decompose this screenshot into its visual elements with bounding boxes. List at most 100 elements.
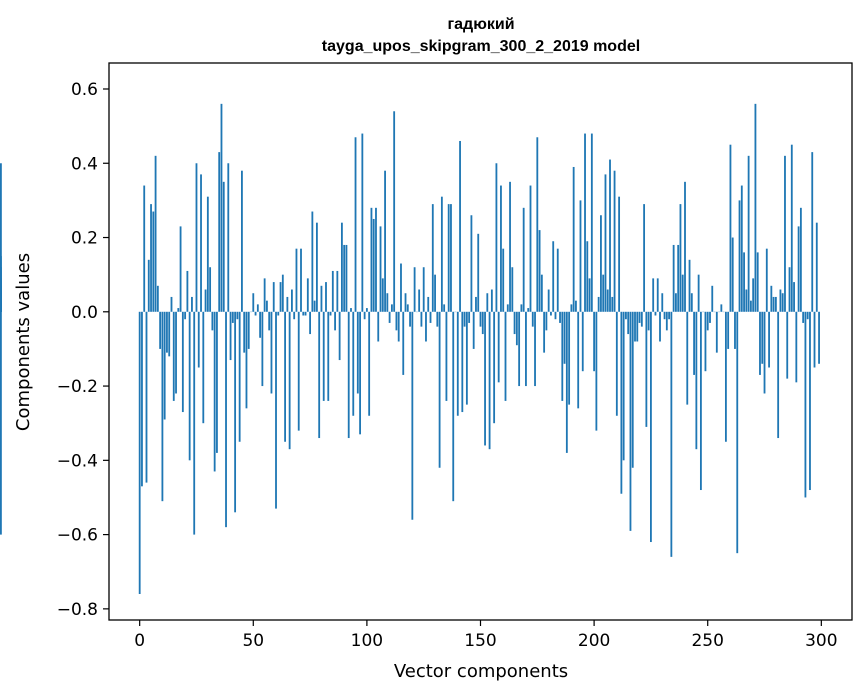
bar-236 <box>675 293 677 312</box>
bar-129 <box>431 204 434 312</box>
chart-title: гадюкий <box>447 16 514 33</box>
bar-38 <box>225 311 227 528</box>
bar-24 <box>193 311 196 535</box>
bar-133 <box>440 196 443 312</box>
bar-271 <box>754 103 757 312</box>
bar-160 <box>502 248 505 312</box>
bar-182 <box>552 241 555 312</box>
bar-178 <box>543 311 546 353</box>
bar-75 <box>309 311 311 335</box>
bar-119 <box>409 311 411 327</box>
bar-103 <box>372 218 375 312</box>
bar-299 <box>818 311 820 364</box>
bar-289 <box>795 311 798 383</box>
bar-undefined <box>0 163 2 312</box>
bar-69 <box>295 248 298 312</box>
bar-104 <box>375 207 377 312</box>
bar-106 <box>379 226 382 312</box>
bar-264 <box>738 200 741 312</box>
bar-22 <box>188 311 191 461</box>
bar-54 <box>261 311 264 387</box>
bar-189 <box>568 311 571 405</box>
bar-173 <box>531 311 534 327</box>
x-tick-label: 150 <box>464 631 496 651</box>
bar-17 <box>177 308 180 312</box>
bar-95 <box>354 137 357 312</box>
bar-70 <box>297 311 300 431</box>
bar-266 <box>743 252 745 312</box>
bar-295 <box>809 311 811 491</box>
bar-196 <box>584 133 586 312</box>
bar-221 <box>640 311 643 327</box>
bar-274 <box>761 311 764 364</box>
bar-23 <box>191 296 193 312</box>
bar-28 <box>202 311 205 424</box>
bar-84 <box>329 311 332 316</box>
bar-202 <box>597 296 600 312</box>
bar-79 <box>318 311 321 439</box>
bar-0 <box>138 311 141 594</box>
bar-138 <box>452 311 455 502</box>
bar-284 <box>784 155 786 312</box>
bar-256 <box>720 304 723 312</box>
bar-217 <box>631 311 634 468</box>
bar-296 <box>811 152 814 312</box>
bar-81 <box>322 311 325 401</box>
bar-269 <box>749 300 752 312</box>
bar-216 <box>629 311 632 531</box>
x-tick-label: 100 <box>351 631 383 651</box>
bar-214 <box>625 311 627 320</box>
bar-128 <box>429 311 432 323</box>
bar-201 <box>595 311 598 431</box>
bar-11 <box>163 311 166 420</box>
bar-162 <box>506 304 509 312</box>
bar-245 <box>695 311 698 450</box>
bar-161 <box>504 311 507 401</box>
bar-62 <box>279 282 282 312</box>
bar-136 <box>447 204 450 312</box>
y-tick-label: −0.8 <box>57 600 98 620</box>
bar-30 <box>206 196 209 312</box>
bar-110 <box>388 311 391 323</box>
bar-144 <box>465 311 468 405</box>
bar-193 <box>577 311 580 409</box>
bar-286 <box>788 267 791 312</box>
bar-215 <box>627 311 630 335</box>
y-axis-label: Components values <box>13 253 34 431</box>
bar-157 <box>495 163 498 312</box>
bar-195 <box>581 311 584 372</box>
bar-220 <box>638 311 641 323</box>
bar-37 <box>222 181 225 312</box>
bar-5 <box>150 204 152 312</box>
bar-218 <box>634 311 636 342</box>
bar-150 <box>479 311 482 327</box>
bar-29 <box>204 289 207 312</box>
bar-65 <box>286 296 289 312</box>
y-tick-label: −0.6 <box>57 526 98 546</box>
bar-225 <box>650 311 652 543</box>
bar-280 <box>774 296 777 312</box>
bar-102 <box>370 207 373 312</box>
bar-113 <box>395 311 398 331</box>
bar-232 <box>665 311 668 331</box>
bar-99 <box>363 311 366 320</box>
bar-91 <box>345 244 348 312</box>
bar-47 <box>245 311 248 409</box>
bar-36 <box>220 103 223 312</box>
bar-101 <box>368 311 371 416</box>
bar-126 <box>425 311 427 342</box>
y-tick-label: −0.2 <box>57 377 98 397</box>
x-tick-label: 300 <box>805 631 837 651</box>
bar-163 <box>509 181 511 312</box>
bar-141 <box>459 140 461 312</box>
bar-290 <box>797 226 800 312</box>
bar-14 <box>170 296 173 312</box>
bar-89 <box>340 222 343 312</box>
bar-100 <box>365 308 368 312</box>
bar-292 <box>802 311 805 323</box>
bar-50 <box>252 293 255 312</box>
bar-124 <box>420 311 423 327</box>
bar-120 <box>411 311 414 520</box>
bar-82 <box>325 282 327 312</box>
bar-56 <box>266 300 268 312</box>
